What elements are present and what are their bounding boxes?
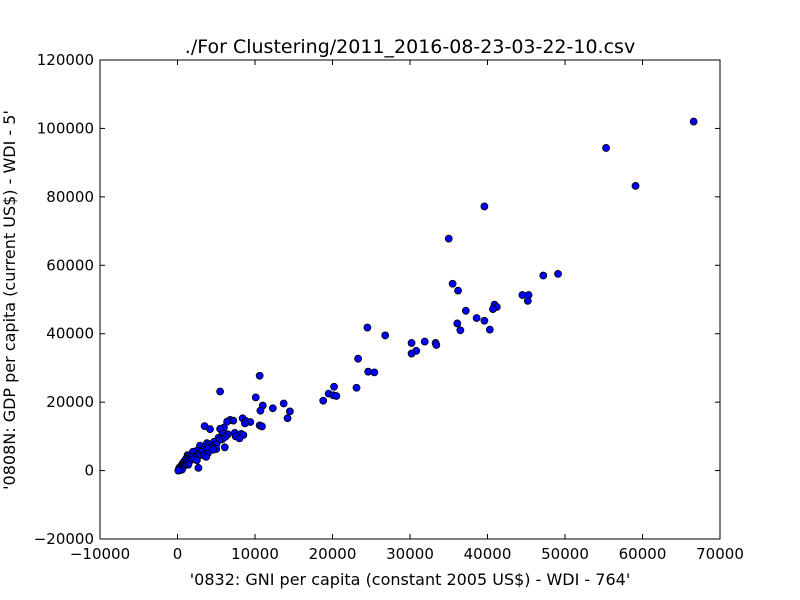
data-point — [407, 339, 416, 347]
data-point — [454, 286, 462, 295]
data-point — [539, 271, 548, 280]
y-tick-label: 60000 — [46, 256, 94, 274]
y-tick-label: 40000 — [46, 325, 94, 343]
data-point — [251, 393, 260, 402]
data-point — [489, 305, 497, 313]
x-tick-label: 40000 — [464, 545, 512, 563]
data-point — [279, 399, 288, 408]
data-point — [352, 383, 361, 392]
data-point — [444, 234, 453, 243]
y-tick-label: −20000 — [34, 530, 94, 548]
data-points — [174, 117, 698, 475]
data-point — [689, 117, 698, 126]
y-tick-label: 100000 — [37, 119, 94, 137]
data-point — [206, 425, 214, 434]
x-tick-label: 50000 — [541, 545, 589, 563]
x-axis-label: '0832: GNI per capita (constant 2005 US$… — [190, 570, 630, 589]
data-point — [453, 319, 462, 328]
y-tick-label: 120000 — [37, 51, 94, 69]
data-point — [255, 371, 264, 380]
x-axis-ticks: −10000 0 10000 20000 30000 40000 50000 60000 700… — [70, 60, 744, 563]
data-point — [480, 316, 489, 325]
data-point — [330, 382, 338, 391]
y-axis-ticks: −20000 0 20000 40000 60000 80000 100000 120000 — [34, 51, 720, 548]
data-point — [256, 406, 265, 415]
data-point — [381, 331, 390, 340]
data-point — [283, 414, 292, 423]
data-point — [370, 368, 379, 377]
x-tick-label: 60000 — [619, 545, 667, 563]
data-point — [448, 279, 457, 288]
data-point — [523, 296, 532, 305]
data-point — [554, 269, 562, 278]
y-tick-label: 80000 — [46, 188, 94, 206]
data-point — [407, 349, 416, 358]
data-point — [268, 404, 277, 413]
y-tick-label: 0 — [84, 462, 94, 480]
x-tick-label: 70000 — [696, 545, 744, 563]
data-point — [602, 144, 610, 152]
data-point — [456, 326, 465, 335]
data-point — [420, 337, 429, 346]
data-point — [174, 466, 183, 475]
data-point — [258, 422, 266, 431]
x-tick-label: 0 — [173, 545, 183, 563]
data-point — [192, 456, 201, 465]
data-point — [332, 392, 341, 400]
x-tick-label: 20000 — [309, 545, 357, 563]
data-point — [363, 323, 372, 332]
data-point — [480, 202, 489, 211]
data-point — [354, 354, 362, 363]
data-point — [631, 182, 640, 190]
data-point — [485, 325, 494, 334]
y-axis-label: '0808N: GDP per capita (current US$) - W… — [0, 110, 19, 490]
data-point — [432, 341, 441, 349]
data-point — [235, 434, 244, 443]
x-tick-label: −10000 — [70, 545, 130, 563]
data-point — [194, 463, 203, 472]
data-point — [472, 314, 481, 322]
data-point — [241, 419, 249, 428]
plot-frame — [99, 59, 721, 540]
data-point — [216, 387, 225, 396]
x-tick-label: 30000 — [386, 545, 434, 563]
x-tick-label: 10000 — [231, 545, 279, 563]
data-point — [285, 407, 294, 416]
data-point — [220, 443, 229, 452]
data-point — [209, 445, 218, 454]
chart-title: ./For Clustering/2011_2016-08-23-03-22-1… — [185, 36, 635, 58]
data-point — [461, 306, 470, 315]
y-tick-label: 20000 — [46, 393, 94, 411]
data-point — [319, 396, 328, 405]
data-point — [202, 452, 211, 461]
